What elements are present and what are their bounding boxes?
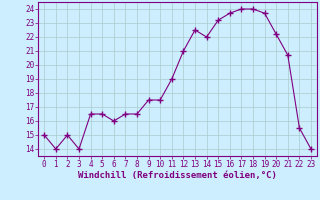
X-axis label: Windchill (Refroidissement éolien,°C): Windchill (Refroidissement éolien,°C) <box>78 171 277 180</box>
